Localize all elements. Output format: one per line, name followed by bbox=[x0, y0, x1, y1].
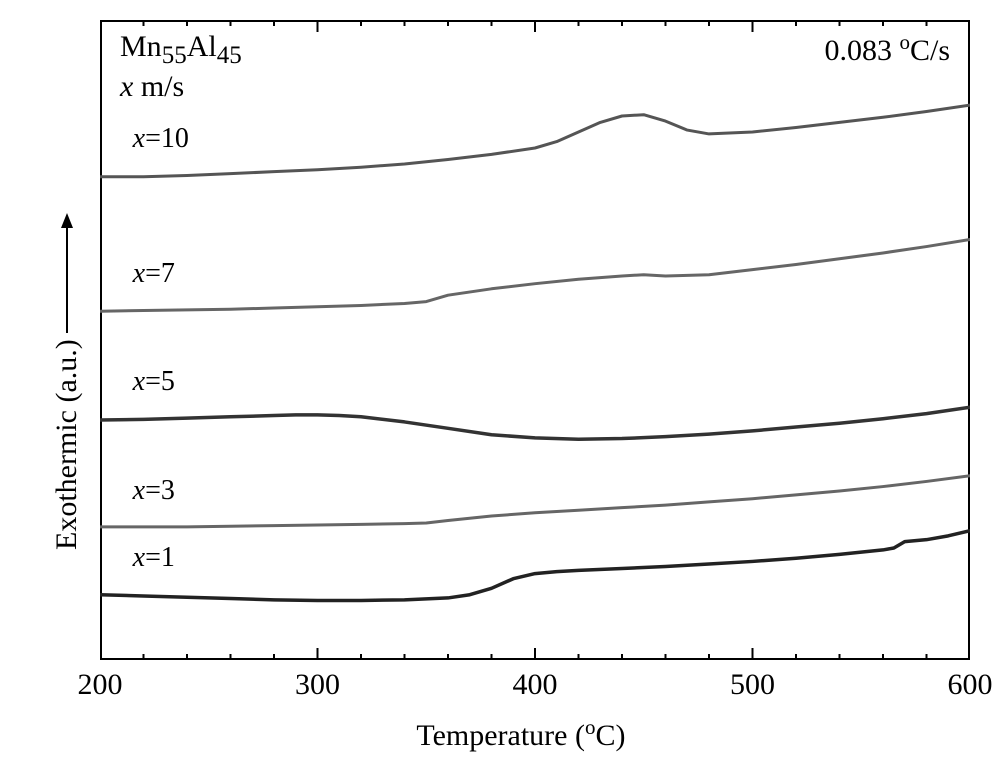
composition-label: Mn55Al45 bbox=[120, 30, 242, 70]
curve-x=7 bbox=[100, 240, 970, 312]
series-label: x=10 bbox=[133, 123, 189, 155]
speed-var: x bbox=[120, 70, 133, 103]
plot-svg bbox=[100, 20, 970, 660]
x-tick-label: 300 bbox=[295, 668, 340, 702]
curve-x=10 bbox=[100, 105, 970, 177]
y-axis-label: Exothermic (a.u.) bbox=[50, 213, 84, 550]
dsc-chart: Exothermic (a.u.) Mn55Al45 x m/s 0.083 o… bbox=[0, 0, 1000, 763]
x-tick-label: 600 bbox=[948, 668, 993, 702]
x-tick-label: 200 bbox=[78, 668, 123, 702]
curve-x=1 bbox=[100, 531, 970, 601]
x-axis-label: Temperature (oC) bbox=[416, 715, 625, 753]
x-tick-label: 500 bbox=[730, 668, 775, 702]
composition-formula: Mn55Al45 bbox=[120, 30, 242, 63]
speed-label: x m/s bbox=[120, 70, 184, 104]
series-label: x=7 bbox=[133, 258, 175, 290]
speed-unit: m/s bbox=[133, 70, 184, 103]
curve-x=5 bbox=[100, 407, 970, 439]
rate-label: 0.083 oC/s bbox=[824, 30, 950, 68]
series-label: x=3 bbox=[133, 475, 175, 507]
x-axis-label-text: Temperature (oC) bbox=[416, 719, 625, 752]
x-tick-label: 400 bbox=[513, 668, 558, 702]
arrow-icon bbox=[57, 213, 77, 333]
y-axis-label-text: Exothermic (a.u.) bbox=[50, 339, 84, 550]
series-label: x=5 bbox=[133, 366, 175, 398]
curve-x=3 bbox=[100, 476, 970, 527]
rate-value: 0.083 oC/s bbox=[824, 34, 950, 67]
series-label: x=1 bbox=[133, 542, 175, 574]
